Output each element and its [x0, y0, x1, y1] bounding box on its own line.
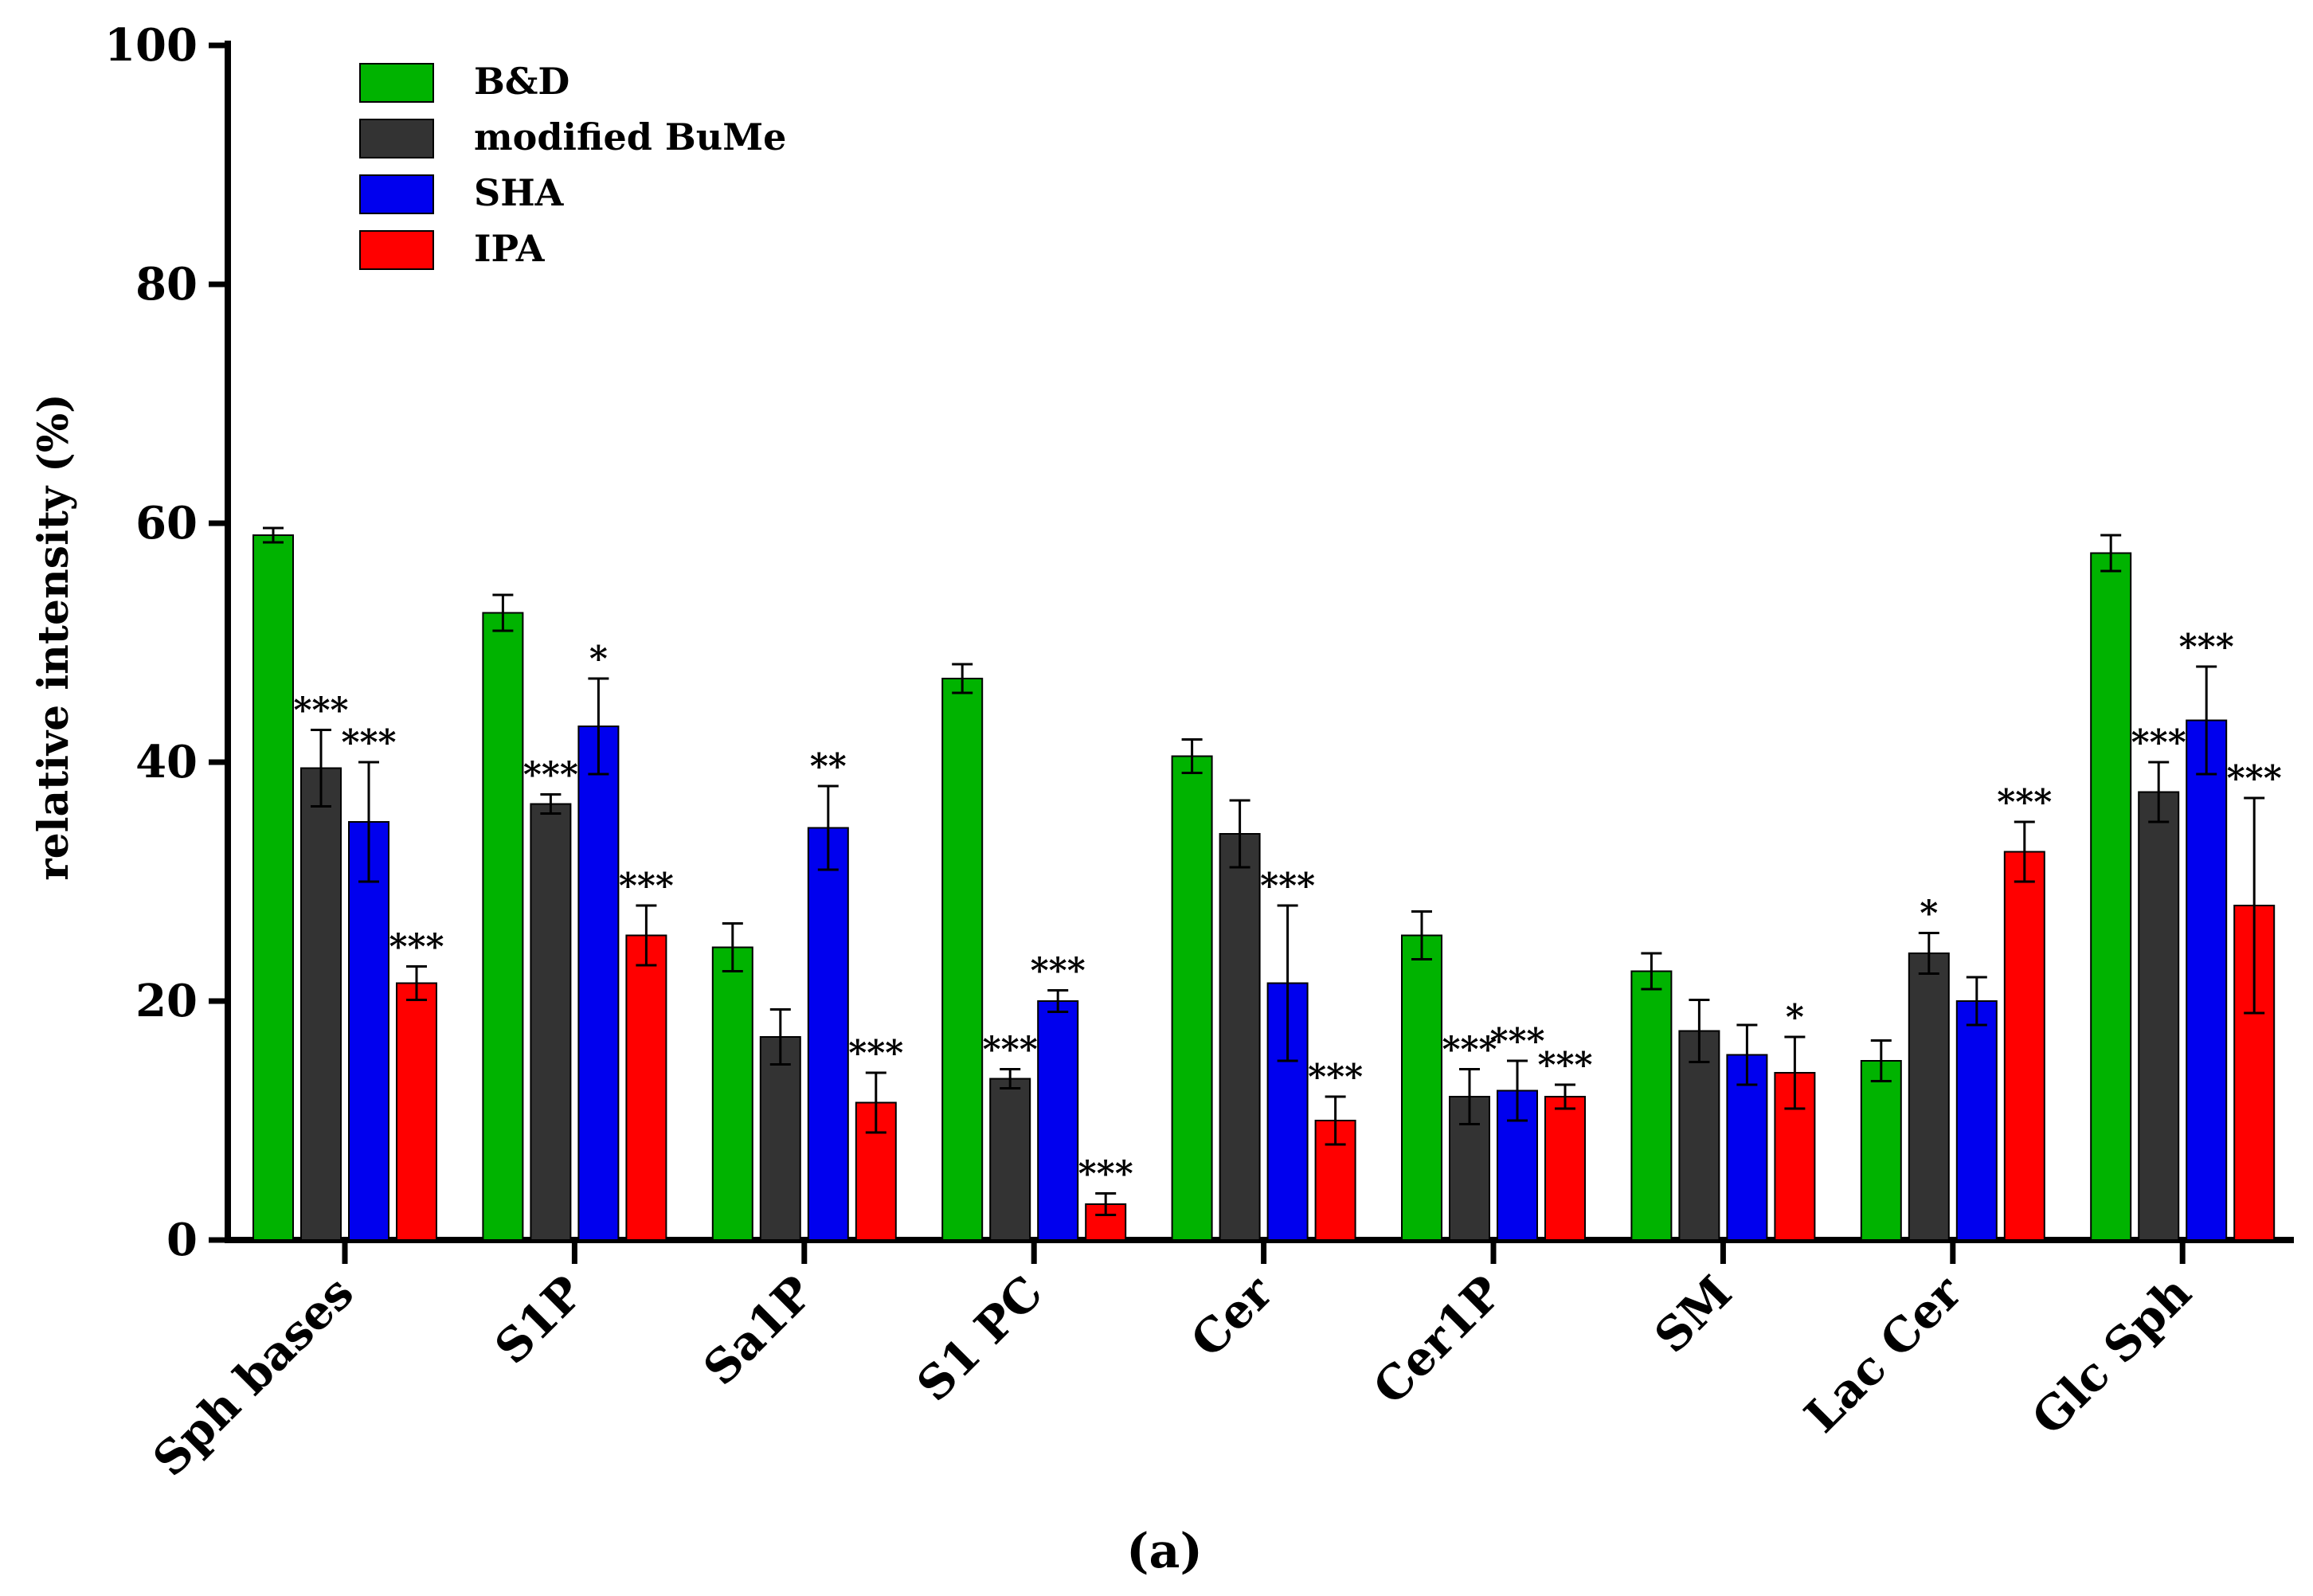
bar: [1630, 970, 1673, 1241]
bar: [1171, 755, 1213, 1241]
legend-swatch: [359, 63, 434, 103]
significance-marker: ***: [1308, 1057, 1363, 1097]
significance-marker: ***: [2131, 722, 2186, 763]
significance-marker: *: [1920, 894, 1938, 934]
y-tick-label: 40: [135, 736, 198, 788]
bar: [855, 1101, 897, 1241]
bar: [577, 726, 620, 1241]
bar: [711, 946, 753, 1241]
significance-markers: ********* *******************************…: [293, 627, 2281, 1195]
bar: [1219, 833, 1261, 1241]
significance-marker: *: [1786, 997, 1804, 1038]
bar: [1401, 934, 1442, 1241]
bar: [1860, 1060, 1902, 1241]
x-tick-label: Cer: [1180, 1265, 1283, 1367]
bar: [1955, 1000, 1998, 1241]
significance-marker: ***: [619, 866, 674, 906]
y-tick-label: 0: [166, 1214, 198, 1266]
significance-marker: ***: [389, 927, 444, 968]
significance-marker: ***: [341, 722, 396, 763]
bar: [989, 1078, 1031, 1241]
x-tick-label: S1 PC: [906, 1265, 1053, 1412]
bar: [1678, 1030, 1720, 1241]
bar: [1544, 1096, 1586, 1241]
significance-marker: ***: [1031, 951, 1086, 992]
significance-marker: ***: [1442, 1030, 1497, 1070]
bar: [1037, 1000, 1079, 1241]
x-tick-label: Sa1P: [693, 1265, 824, 1396]
x-tick-label: Lac Cer: [1794, 1265, 1973, 1443]
significance-marker: ***: [1997, 782, 2052, 823]
bar: [625, 934, 667, 1241]
y-axis-title: relative intensity (%): [29, 393, 78, 881]
legend-label: modified BuMe: [474, 115, 786, 158]
bar: [2138, 791, 2180, 1241]
significance-marker: ***: [983, 1030, 1038, 1070]
x-tick-label: Sph bases: [143, 1265, 364, 1487]
legend: B&D modified BuMe SHA IPA: [359, 60, 786, 270]
legend-label: SHA: [474, 171, 565, 214]
significance-marker: ***: [1260, 866, 1315, 906]
x-tick-label: Cer1P: [1363, 1265, 1513, 1415]
x-tick-label: Glc Sph: [2021, 1265, 2201, 1445]
y-tick-label: 100: [104, 19, 198, 72]
y-tick-label: 80: [135, 258, 198, 311]
bars: [252, 534, 2276, 1241]
bar: [300, 767, 342, 1241]
error-bars: [263, 526, 2265, 1216]
bar: [2186, 719, 2228, 1241]
legend-swatch: [359, 119, 434, 158]
legend-label: IPA: [474, 227, 546, 270]
significance-marker: ***: [2227, 758, 2282, 799]
significance-marker: ***: [1078, 1154, 1133, 1195]
x-tick-label: S1P: [484, 1265, 593, 1375]
bar: [2090, 552, 2132, 1241]
bar: [252, 534, 294, 1241]
significance-marker: ***: [2179, 627, 2234, 667]
bar: [482, 612, 524, 1241]
significance-marker: ***: [1489, 1021, 1544, 1062]
bar: [2003, 851, 2045, 1241]
legend-swatch: [359, 230, 434, 270]
significance-marker: ***: [523, 755, 578, 796]
legend-swatch: [359, 174, 434, 214]
legend-label: B&D: [474, 60, 569, 103]
significance-marker: ***: [848, 1033, 903, 1074]
bar: [807, 827, 849, 1241]
bar: [530, 803, 572, 1241]
figure-caption: (a): [1126, 1524, 1203, 1579]
bar: [941, 678, 984, 1241]
significance-marker: ***: [293, 690, 348, 731]
significance-marker: **: [810, 746, 847, 787]
x-tick-label: SM: [1644, 1265, 1742, 1363]
bar: [396, 982, 437, 1241]
significance-marker: *: [589, 639, 608, 679]
y-tick-label: 20: [135, 975, 198, 1027]
bar: [1908, 953, 1950, 1241]
bar: [348, 821, 389, 1241]
significance-marker: ***: [1537, 1045, 1592, 1086]
bar: [759, 1036, 801, 1241]
y-tick-label: 60: [135, 497, 198, 550]
